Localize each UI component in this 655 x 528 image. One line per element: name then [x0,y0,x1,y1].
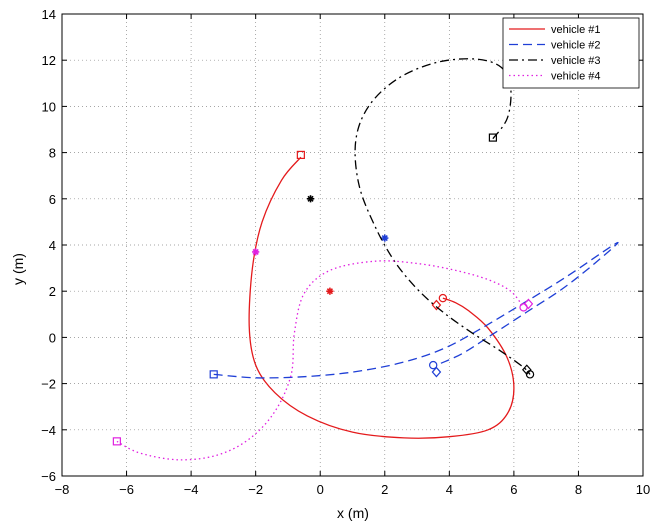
y-tick-label: 0 [49,330,56,345]
series-line-vehicle-1 [248,156,515,439]
legend-box [502,17,640,89]
x-tick-label: −2 [248,482,263,497]
y-tick-label: 2 [49,284,56,299]
y-tick-label: −4 [41,423,56,438]
y-tick-label: 6 [49,192,56,207]
end-diamond-vehicle-2 [431,366,442,378]
end-marker-vehicle-1 [438,293,448,303]
start-marker-vehicle-1 [296,150,305,160]
y-tick-label: 10 [42,99,56,114]
x-tick-label: −6 [119,482,134,497]
end-diamond-vehicle-1 [431,299,442,311]
start-marker-vehicle-4 [112,437,121,446]
end-marker-vehicle-4 [519,303,528,312]
x-tick-label: −8 [55,482,70,497]
legend-label-vehicle-3: vehicle #3 [551,55,601,67]
x-axis-label: x (m) [337,505,369,521]
x-tick-label: 6 [510,482,517,497]
star-stroke [326,288,334,295]
x-tick-label: 4 [446,482,453,497]
star-stroke [381,234,388,242]
series-line-vehicle-3 [354,58,531,375]
end-diamond-vehicle-4 [523,298,534,310]
start-marker-vehicle-2 [209,370,218,379]
x-tick-label: 8 [575,482,582,497]
plot-area: −8 −6 −4 −2 0 2 4 6 8 10−6−4−202468101214vehicle … [41,7,650,497]
start-marker-vehicle-3 [488,133,498,142]
star-stroke [307,195,314,202]
y-axis-label: y (m) [10,253,26,285]
legend: vehicle #1 vehicle #2 vehicle #3 vehicle #4 [502,17,640,89]
y-tick-label: −6 [41,469,56,484]
legend-label-vehicle-1: vehicle #1 [551,24,601,36]
target-marker-vehicle-3 [306,195,315,203]
target-marker-vehicle-1 [326,287,334,295]
x-tick-label: 2 [381,482,388,497]
x-tick-label: 0 [317,482,324,497]
target-marker-vehicle-4 [252,248,260,256]
legend-label-vehicle-2: vehicle #2 [551,40,601,52]
y-tick-label: 14 [42,7,56,22]
series-line-vehicle-4 [116,260,525,461]
x-tick-label: −4 [184,482,199,497]
end-marker-vehicle-2 [428,360,438,370]
x-tick-label: 10 [636,482,650,497]
star-stroke [252,248,259,256]
y-tick-label: −2 [41,377,56,392]
legend-label-vehicle-4: vehicle #4 [551,71,601,83]
end-diamond-vehicle-3 [521,364,532,376]
target-marker-vehicle-2 [381,234,389,242]
series-line-vehicle-2 [213,241,619,379]
y-tick-label: 4 [49,238,56,253]
y-tick-label: 8 [49,146,56,161]
y-tick-label: 12 [42,53,56,68]
